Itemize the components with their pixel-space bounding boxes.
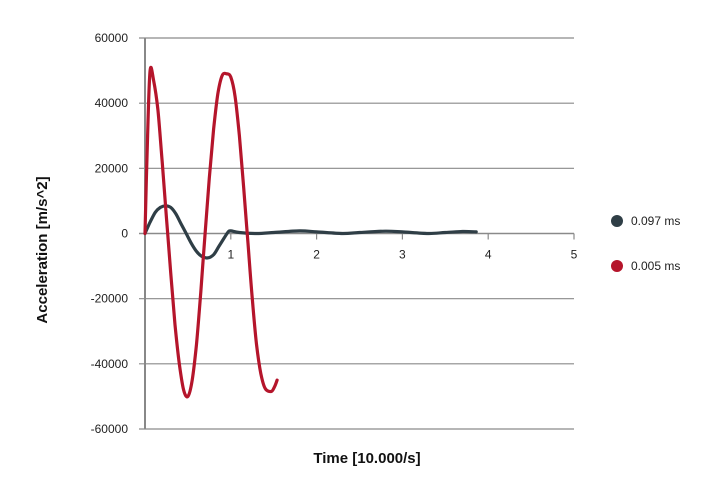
legend-item-0005ms[interactable]: 0.005 ms bbox=[611, 259, 680, 273]
y-tick-label: 20000 bbox=[95, 161, 129, 175]
x-tick-label: 5 bbox=[571, 248, 578, 262]
series-line-0097ms bbox=[143, 204, 478, 260]
y-axis-title: Acceleration [m/s^2] bbox=[34, 176, 51, 323]
y-tick-label: 40000 bbox=[95, 96, 129, 110]
legend-item-0097ms[interactable]: 0.097 ms bbox=[611, 214, 680, 228]
x-axis-ticks: 1 2 3 4 5 bbox=[227, 233, 578, 262]
legend: 0.097 ms 0.005 ms bbox=[611, 214, 680, 273]
y-tick-label: 0 bbox=[121, 227, 128, 241]
y-tick-label: 60000 bbox=[95, 31, 129, 45]
series-group bbox=[143, 65, 478, 399]
y-tick-label: -60000 bbox=[91, 422, 129, 436]
series-line-0005ms bbox=[143, 65, 279, 399]
legend-label: 0.097 ms bbox=[631, 214, 680, 228]
x-tick-label: 3 bbox=[399, 248, 406, 262]
legend-marker-icon bbox=[611, 260, 623, 272]
legend-marker-icon bbox=[611, 215, 623, 227]
x-tick-label: 1 bbox=[227, 248, 234, 262]
legend-label: 0.005 ms bbox=[631, 259, 680, 273]
x-axis-title: Time [10.000/s] bbox=[313, 450, 420, 467]
y-axis-ticks: 60000 40000 20000 0 -20000 -40000 -60000 bbox=[91, 31, 129, 436]
x-tick-label: 2 bbox=[313, 248, 320, 262]
x-tick-label: 4 bbox=[485, 248, 492, 262]
y-tick-label: -40000 bbox=[91, 357, 129, 371]
y-tick-label: -20000 bbox=[91, 292, 129, 306]
